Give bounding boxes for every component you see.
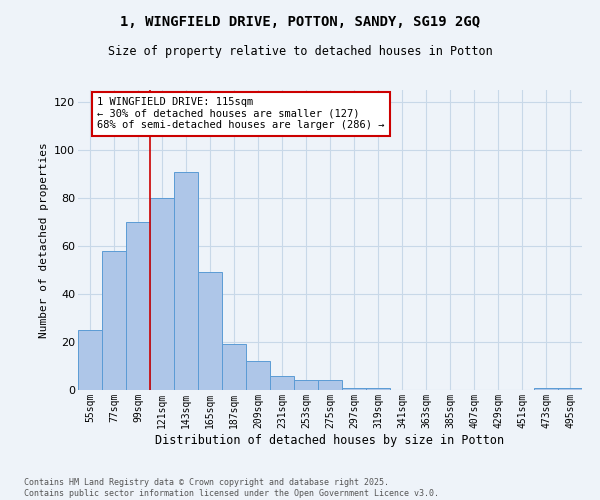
Text: Size of property relative to detached houses in Potton: Size of property relative to detached ho…: [107, 45, 493, 58]
Bar: [558, 388, 582, 390]
Bar: [198, 272, 222, 390]
Bar: [318, 380, 342, 390]
X-axis label: Distribution of detached houses by size in Potton: Distribution of detached houses by size …: [155, 434, 505, 446]
Text: 1 WINGFIELD DRIVE: 115sqm
← 30% of detached houses are smaller (127)
68% of semi: 1 WINGFIELD DRIVE: 115sqm ← 30% of detac…: [97, 97, 385, 130]
Bar: [342, 388, 366, 390]
Bar: [246, 361, 270, 390]
Text: 1, WINGFIELD DRIVE, POTTON, SANDY, SG19 2GQ: 1, WINGFIELD DRIVE, POTTON, SANDY, SG19 …: [120, 15, 480, 29]
Y-axis label: Number of detached properties: Number of detached properties: [38, 142, 49, 338]
Bar: [102, 251, 126, 390]
Bar: [174, 172, 198, 390]
Bar: [270, 376, 294, 390]
Bar: [126, 222, 150, 390]
Bar: [150, 198, 174, 390]
Bar: [366, 388, 390, 390]
Text: Contains HM Land Registry data © Crown copyright and database right 2025.
Contai: Contains HM Land Registry data © Crown c…: [24, 478, 439, 498]
Bar: [222, 344, 246, 390]
Bar: [294, 380, 318, 390]
Bar: [534, 388, 558, 390]
Bar: [78, 330, 102, 390]
